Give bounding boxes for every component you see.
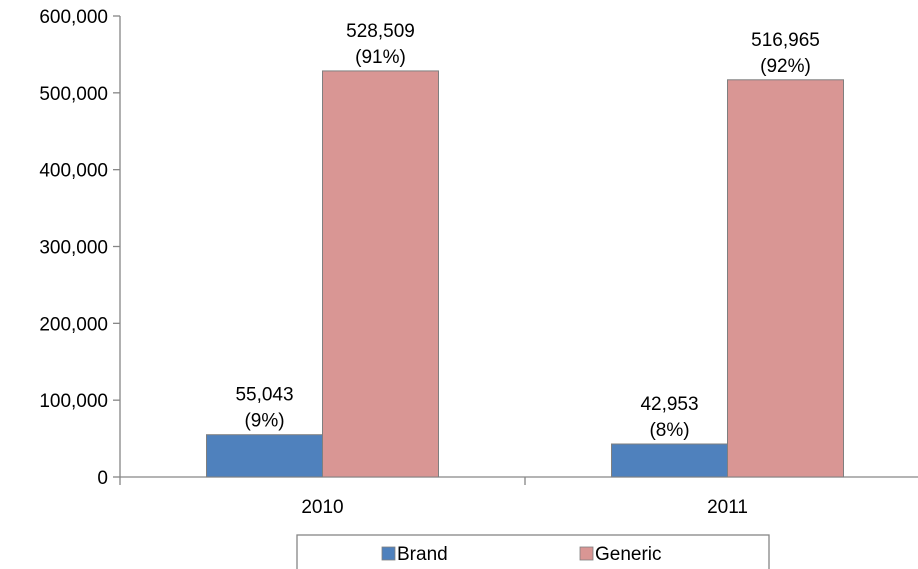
y-tick-label: 600,000 [39, 7, 108, 28]
data-label-percent: (9%) [244, 411, 284, 432]
y-tick-label: 200,000 [39, 314, 108, 335]
bar-brand-2010 [206, 434, 323, 478]
legend-label-generic: Generic [595, 544, 662, 565]
data-label-percent: (8%) [649, 420, 689, 441]
bar-brand-2011 [611, 443, 728, 478]
legend-swatch-generic [579, 546, 594, 561]
legend: Brand Generic [296, 534, 770, 569]
data-label-value: 42,953 [640, 394, 698, 415]
plot-area: 0 100,000 200,000 300,000 400,000 500,000 600,… [39, 7, 918, 518]
bar-generic-2011 [727, 79, 844, 478]
y-tick-label: 400,000 [39, 161, 108, 182]
bar-generic-2010 [322, 70, 439, 478]
y-tick-label: 100,000 [39, 391, 108, 412]
x-tick-label: 2010 [301, 497, 343, 518]
x-tick-label: 2011 [707, 497, 748, 518]
legend-box [296, 534, 770, 569]
legend-swatch-brand [381, 546, 396, 561]
y-tick-label: 0 [97, 468, 108, 489]
data-label-percent: (91%) [355, 47, 406, 68]
data-label-value: 55,043 [235, 385, 293, 406]
y-tick-label: 300,000 [39, 238, 108, 259]
data-label-value: 516,965 [751, 30, 820, 51]
legend-label-brand: Brand [397, 544, 448, 565]
data-label-percent: (92%) [760, 56, 811, 77]
y-tick-label: 500,000 [39, 84, 108, 105]
data-label-value: 528,509 [346, 21, 415, 42]
